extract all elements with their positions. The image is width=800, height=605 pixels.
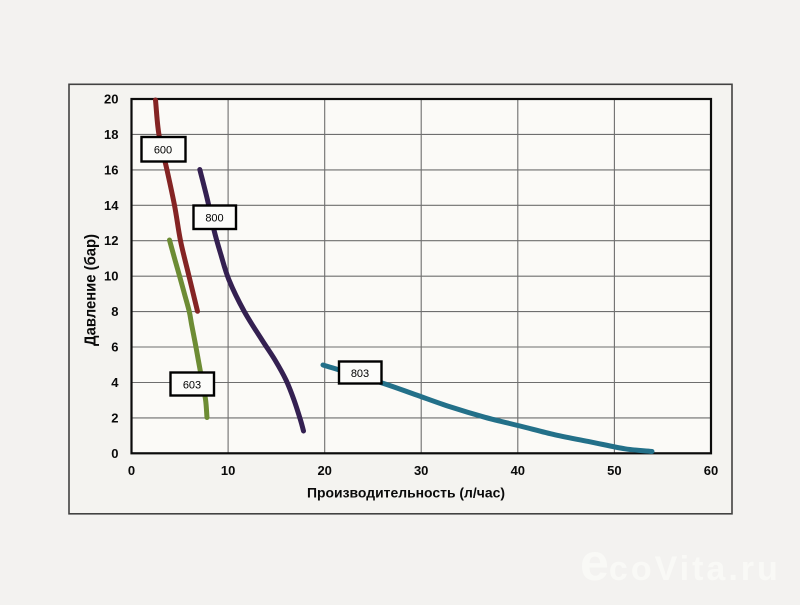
svg-text:20: 20 — [104, 92, 118, 107]
svg-text:4: 4 — [111, 375, 119, 390]
svg-text:8: 8 — [111, 304, 118, 319]
svg-text:30: 30 — [414, 463, 428, 478]
svg-text:Производительность (л/час): Производительность (л/час) — [307, 485, 505, 501]
svg-text:10: 10 — [104, 269, 118, 284]
svg-text:60: 60 — [704, 463, 718, 478]
svg-text:0: 0 — [128, 463, 135, 478]
svg-text:40: 40 — [511, 463, 525, 478]
svg-text:50: 50 — [607, 463, 621, 478]
svg-text:18: 18 — [104, 127, 118, 142]
svg-text:2: 2 — [111, 410, 118, 425]
svg-text:6: 6 — [111, 340, 118, 355]
svg-text:800: 800 — [205, 213, 223, 225]
svg-text:10: 10 — [221, 463, 235, 478]
svg-text:0: 0 — [111, 446, 118, 461]
svg-text:600: 600 — [154, 145, 172, 157]
svg-text:Давление (бар): Давление (бар) — [83, 234, 100, 346]
svg-text:14: 14 — [104, 198, 119, 213]
svg-text:803: 803 — [351, 368, 369, 380]
svg-text:603: 603 — [183, 379, 201, 391]
svg-text:20: 20 — [317, 463, 331, 478]
svg-text:12: 12 — [104, 233, 118, 248]
svg-text:16: 16 — [104, 162, 118, 177]
